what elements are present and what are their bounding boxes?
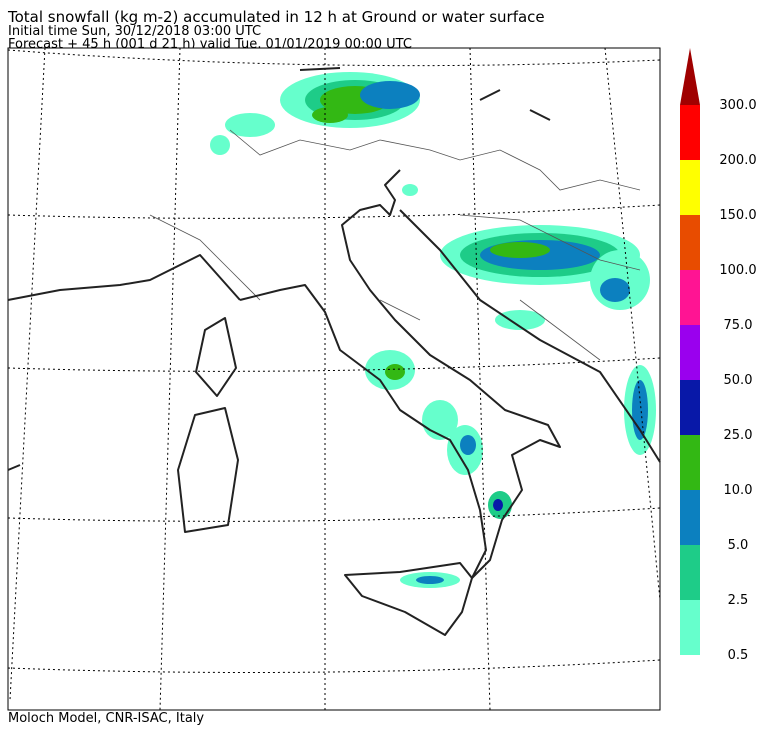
- legend-label: 50.0: [724, 373, 753, 388]
- legend-label: 25.0: [724, 428, 753, 443]
- legend-swatch: [680, 270, 700, 325]
- snow-area: [493, 499, 503, 511]
- legend-label: 10.0: [724, 483, 753, 498]
- legend-swatch: [680, 325, 700, 380]
- snow-area: [385, 364, 405, 380]
- legend-swatch: [680, 380, 700, 435]
- legend-label: 75.0: [724, 318, 753, 333]
- legend-label: 200.0: [719, 153, 756, 168]
- snow-area: [402, 184, 418, 196]
- legend-label: 5.0: [728, 538, 749, 553]
- legend-swatch: [680, 545, 700, 600]
- legend-swatch: [680, 600, 700, 655]
- legend-label: 100.0: [719, 263, 756, 278]
- footer: Moloch Model, CNR-ISAC, Italy: [8, 711, 204, 726]
- legend-label: 0.5: [728, 648, 749, 663]
- legend-swatch: [680, 215, 700, 270]
- snow-area: [600, 278, 630, 302]
- legend-swatch: [680, 490, 700, 545]
- snow-area: [360, 81, 420, 109]
- map: [7, 47, 661, 711]
- legend-swatch: [680, 105, 700, 160]
- legend-swatch: [680, 435, 700, 490]
- legend-swatch: [680, 160, 700, 215]
- legend-label: 300.0: [719, 98, 756, 113]
- snow-area: [210, 135, 230, 155]
- snow-area: [225, 113, 275, 137]
- legend: 0.5 2.5 5.0 10.0 25.0 50.0 75.0 100.0 150.0 200.0…: [680, 48, 757, 663]
- snow-area: [495, 310, 545, 330]
- title: Total snowfall (kg m-2) accumulated in 1…: [7, 8, 545, 26]
- snow-area: [490, 242, 550, 258]
- initial-time: Initial time Sun, 30/12/2018 03:00 UTC: [8, 24, 261, 39]
- legend-arrow: [680, 48, 700, 105]
- legend-label: 2.5: [728, 593, 749, 608]
- legend-label: 150.0: [719, 208, 756, 223]
- snow-area: [312, 107, 348, 123]
- snow-area: [416, 576, 444, 584]
- snow-area: [460, 435, 476, 455]
